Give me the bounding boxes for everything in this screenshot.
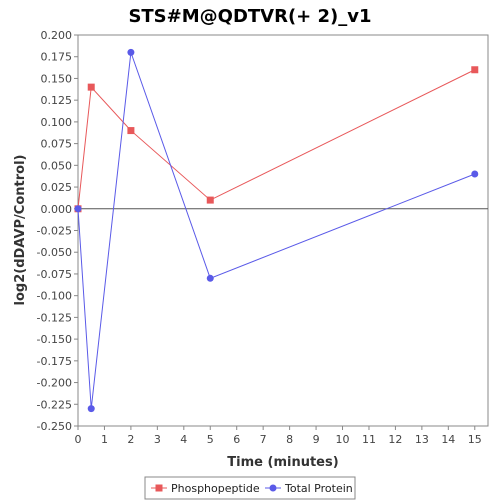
y-tick-label: 0.025 <box>41 181 73 194</box>
data-point <box>87 83 95 91</box>
y-tick-label: -0.025 <box>37 225 72 238</box>
x-tick-label: 3 <box>154 433 161 446</box>
y-tick-label: 0.175 <box>41 51 73 64</box>
y-tick-label: 0.050 <box>41 159 73 172</box>
y-tick-label: 0.000 <box>41 203 73 216</box>
legend-box <box>144 476 356 500</box>
y-tick-label: 0.200 <box>41 29 73 42</box>
y-tick-label: 0.100 <box>41 116 73 129</box>
data-point <box>206 274 214 282</box>
legend-item: Phosphopeptide <box>151 482 260 495</box>
y-tick-label: -0.050 <box>37 246 72 259</box>
plot-area <box>77 34 489 427</box>
data-point <box>87 405 95 413</box>
y-tick-label: -0.125 <box>37 311 72 324</box>
data-point <box>127 48 135 56</box>
x-tick-label: 9 <box>313 433 320 446</box>
y-tick-label: -0.200 <box>37 377 72 390</box>
legend-item: Total Protein <box>265 482 353 495</box>
x-tick-label: 11 <box>362 433 376 446</box>
legend-marker <box>155 484 163 492</box>
legend-label: Total Protein <box>284 482 353 495</box>
legend-marker <box>269 484 277 492</box>
x-tick-label: 13 <box>415 433 429 446</box>
x-tick-label: 5 <box>207 433 214 446</box>
y-axis-label: log2(dDAVP/Control) <box>13 155 28 306</box>
x-tick-label: 10 <box>336 433 350 446</box>
legend: Phosphopeptide Total Protein <box>144 476 356 500</box>
y-tick-label: -0.225 <box>37 398 72 411</box>
x-tick-label: 14 <box>441 433 455 446</box>
data-point <box>471 170 479 178</box>
x-tick-label: 4 <box>180 433 187 446</box>
x-tick-label: 2 <box>127 433 134 446</box>
data-point <box>471 66 479 74</box>
x-tick-label: 15 <box>468 433 482 446</box>
data-point <box>74 205 82 213</box>
x-axis-label: Time (minutes) <box>227 455 338 470</box>
y-tick-label: -0.100 <box>37 290 72 303</box>
data-point <box>206 196 214 204</box>
x-tick-label: 8 <box>286 433 293 446</box>
y-tick-label: -0.075 <box>37 268 72 281</box>
y-tick-label: 0.075 <box>41 138 73 151</box>
series-total-protein <box>74 48 479 413</box>
data-point <box>127 127 135 135</box>
x-tick-label: 12 <box>388 433 402 446</box>
y-tick-label: -0.250 <box>37 420 72 433</box>
y-tick-label: -0.175 <box>37 355 72 368</box>
x-tick-label: 0 <box>75 433 82 446</box>
legend-label: Phosphopeptide <box>171 482 260 495</box>
y-tick-label: 0.150 <box>41 72 73 85</box>
x-tick-label: 1 <box>101 433 108 446</box>
y-tick-label: 0.125 <box>41 94 73 107</box>
chart-title: STS#M@QDTVR(+ 2)_v1 <box>128 6 371 27</box>
x-tick-label: 7 <box>260 433 267 446</box>
y-tick-label: -0.150 <box>37 333 72 346</box>
x-tick-label: 6 <box>233 433 240 446</box>
